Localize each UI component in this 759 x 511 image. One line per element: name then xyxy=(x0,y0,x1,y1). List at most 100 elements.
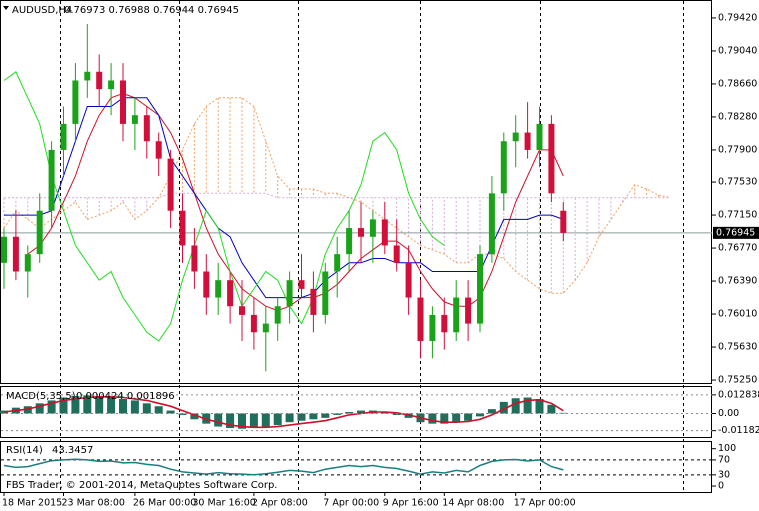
macd-bar xyxy=(273,413,282,426)
macd-bar xyxy=(476,413,484,417)
candle-body xyxy=(405,262,412,298)
candle-body xyxy=(143,115,150,142)
macd-bar xyxy=(142,403,151,414)
macd-title: MACD(5,35,5) xyxy=(6,391,76,402)
macd-bar xyxy=(0,410,8,414)
indicator-line xyxy=(4,97,564,299)
y-tick-label: 30 xyxy=(718,469,730,480)
macd-bar xyxy=(95,396,104,414)
x-tick-label: 18 Mar 2015 xyxy=(2,498,62,509)
ohlc-readout: 0.76973 0.76988 0.76944 0.76945 xyxy=(64,5,239,16)
candle-body xyxy=(393,245,400,263)
candle-body xyxy=(548,123,555,194)
y-tick-label: 0.78660 xyxy=(718,78,757,89)
footer: FBS Trader, © 2001-2014, MetaQuotes Soft… xyxy=(6,480,277,491)
macd-bar xyxy=(333,413,342,415)
candle-body xyxy=(72,80,79,124)
x-tick-label: 9 Apr 16:00 xyxy=(383,498,439,509)
macd-readout: 0.000424 0.001896 xyxy=(76,391,175,402)
candle-body xyxy=(274,306,281,324)
macd-bar xyxy=(392,413,401,415)
y-tick-label: 70 xyxy=(718,454,730,465)
candle-body xyxy=(286,280,293,307)
macd-bar xyxy=(226,413,235,429)
y-tick-label: 0.77150 xyxy=(718,210,757,221)
macd-bar xyxy=(321,413,330,418)
candle-body xyxy=(488,193,495,255)
candle-body xyxy=(441,314,448,333)
candle-body xyxy=(465,297,472,324)
macd-bar xyxy=(511,398,520,414)
x-tick-label: 2 Apr 08:00 xyxy=(252,498,308,509)
y-tick-label: 0.79420 xyxy=(718,12,757,23)
macd-bar xyxy=(249,413,258,429)
candle-body xyxy=(429,314,436,341)
candle-body xyxy=(453,297,460,333)
candle-body xyxy=(417,297,424,341)
macd-bar xyxy=(523,397,532,414)
senkou-span-a xyxy=(3,97,671,294)
candle-body xyxy=(1,236,7,263)
y-tick-label: -0.011822 xyxy=(718,425,759,436)
candle-body xyxy=(536,123,543,150)
last-price-box xyxy=(713,226,759,239)
candle-body xyxy=(179,210,186,246)
y-tick-label: 0.77900 xyxy=(718,144,757,155)
candle-body xyxy=(203,271,210,298)
macd-bar xyxy=(297,413,306,421)
candle-body xyxy=(96,71,103,90)
candle-body xyxy=(346,228,353,255)
candle-body xyxy=(84,71,91,81)
candle-body xyxy=(60,123,67,150)
symbol-menu-arrow[interactable] xyxy=(3,6,9,10)
macd-bar xyxy=(285,413,294,423)
candle-body xyxy=(12,236,19,272)
rsi-readout: 43.3457 xyxy=(52,445,93,456)
macd-bar xyxy=(130,400,139,414)
indicator-line xyxy=(3,71,445,342)
x-tick-label: 26 Mar 00:00 xyxy=(133,498,196,509)
rsi-panel xyxy=(0,441,712,493)
candle-body xyxy=(215,280,222,298)
candle-body xyxy=(322,271,329,315)
x-tick-label: 14 Apr 08:00 xyxy=(442,498,504,509)
x-tick-label: 30 Mar 16:00 xyxy=(192,498,255,509)
macd-signal xyxy=(3,396,564,429)
indicator-line xyxy=(27,92,564,312)
macd-bar xyxy=(119,398,127,414)
macd-bar xyxy=(535,398,544,414)
macd-bar xyxy=(357,410,365,414)
macd-bar xyxy=(71,396,80,414)
candle-body xyxy=(120,80,126,124)
candle-body xyxy=(108,80,115,90)
y-tick-label: 0.77530 xyxy=(718,177,757,188)
y-tick-label: 0.012838 xyxy=(718,389,759,400)
macd-bar xyxy=(154,406,163,414)
candle-body xyxy=(227,280,234,307)
candle-body xyxy=(262,323,269,333)
y-tick-label: 0.00 xyxy=(718,408,739,419)
candle-body xyxy=(524,132,531,150)
macd-bar xyxy=(261,413,270,428)
candle-body xyxy=(560,210,567,233)
macd-bar xyxy=(440,413,449,424)
y-tick-label: 0.76010 xyxy=(718,309,757,320)
macd-bar xyxy=(166,410,175,414)
y-tick-label: 0.75630 xyxy=(718,342,757,353)
macd-bar xyxy=(452,413,461,423)
y-tick-label: 0.76770 xyxy=(718,243,757,254)
x-tick-label: 23 Mar 08:00 xyxy=(62,498,125,509)
candle-body xyxy=(358,228,364,237)
rsi-line xyxy=(3,458,564,476)
candle-body xyxy=(334,254,341,272)
y-tick-label: 0.79040 xyxy=(718,45,757,56)
macd-bar xyxy=(487,409,496,414)
chart-title: AUDUSD,H4 xyxy=(12,5,72,16)
macd-bar xyxy=(547,404,556,414)
last-price-label: 0.76945 xyxy=(716,227,755,238)
candle-body xyxy=(155,141,162,159)
candle-body xyxy=(512,132,519,142)
candle-body xyxy=(381,219,388,246)
candle-body xyxy=(167,158,174,211)
